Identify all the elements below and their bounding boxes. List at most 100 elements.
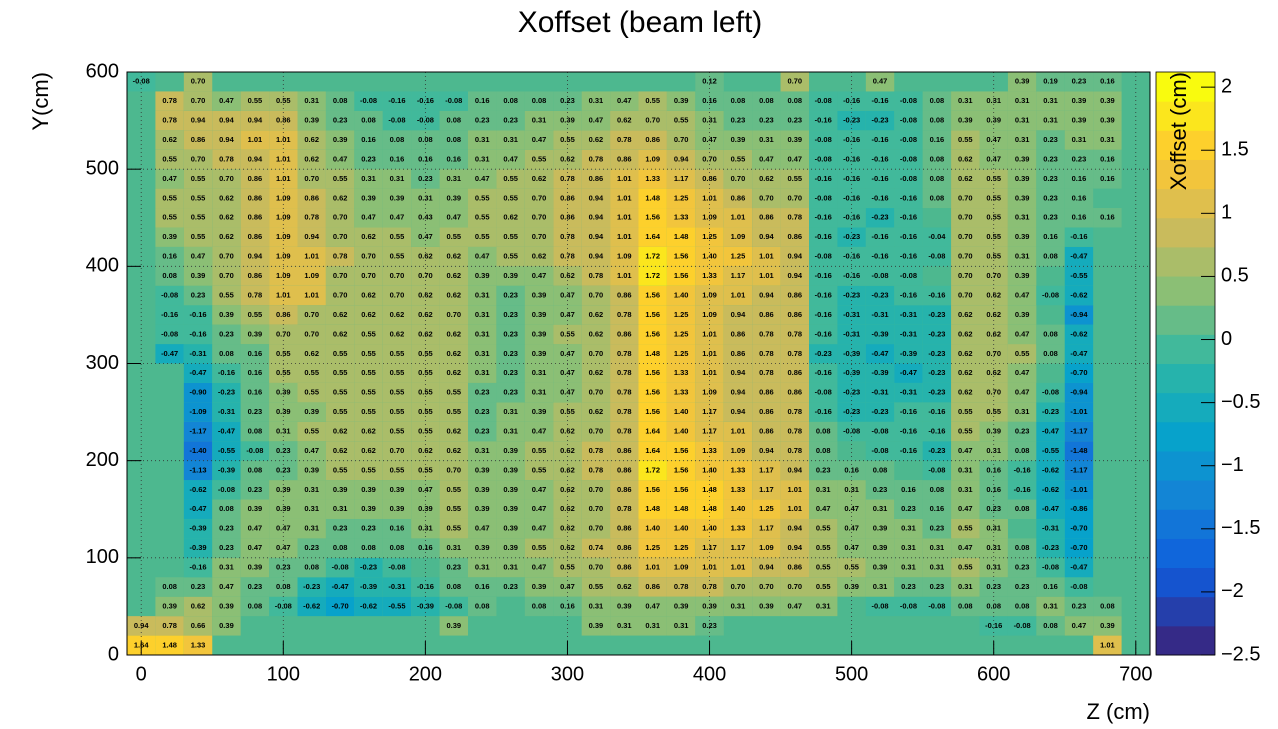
- heatmap-cell: [212, 110, 241, 131]
- cell-label: -0.55: [388, 601, 405, 610]
- heatmap-cell: [780, 246, 809, 267]
- heatmap-cell: [610, 188, 639, 209]
- heatmap-cell: [638, 285, 667, 306]
- heatmap-cell: [496, 480, 525, 500]
- heatmap-cell: [809, 363, 838, 383]
- heatmap-cell: [666, 460, 696, 481]
- cell-label: -0.16: [843, 193, 860, 202]
- cell-label: 0.16: [361, 135, 376, 144]
- heatmap-cell: [581, 402, 611, 422]
- cell-label: 1.25: [674, 193, 689, 202]
- heatmap-cell: [894, 91, 923, 111]
- heatmap-cell: [524, 538, 554, 558]
- heatmap-cell: [524, 363, 554, 383]
- heatmap-cell: [240, 305, 270, 325]
- heatmap-cell: [468, 91, 497, 111]
- heatmap-cell: [723, 577, 753, 597]
- cell-label: 0.62: [589, 310, 604, 319]
- cell-label: 0.23: [702, 621, 717, 630]
- heatmap-cell: [922, 499, 952, 519]
- heatmap-cell: [155, 596, 184, 617]
- cell-label: 0.47: [958, 504, 973, 513]
- cell-label: 0.31: [986, 446, 1001, 455]
- heatmap-cell: [269, 227, 298, 247]
- heatmap-cell: [922, 110, 952, 131]
- heatmap-cell: [666, 577, 696, 597]
- cell-label: 0.23: [930, 582, 945, 591]
- heatmap-cell: [894, 480, 923, 500]
- cell-label: 0.62: [219, 232, 234, 241]
- colorbar-band: [1156, 596, 1215, 627]
- cell-label: -0.90: [189, 388, 206, 397]
- heatmap-cell: [468, 344, 497, 364]
- heatmap-cell: [155, 110, 184, 131]
- cell-label: 0.23: [191, 290, 206, 299]
- cell-label: 0.39: [475, 543, 490, 552]
- heatmap-cell: [723, 246, 753, 267]
- chart-title: Xoffset (beam left): [518, 6, 763, 39]
- cell-label: -0.70: [1070, 524, 1087, 533]
- heatmap-cell: [1007, 557, 1037, 578]
- cell-label: 1.56: [674, 465, 689, 474]
- colorbar-band: [1156, 334, 1215, 364]
- cell-label: 0.62: [958, 368, 973, 377]
- heatmap-cell: [325, 110, 355, 131]
- cell-label: 0.55: [162, 193, 177, 202]
- heatmap-cell: [439, 480, 468, 500]
- heatmap-cell: [610, 169, 639, 189]
- heatmap-cell: [809, 246, 838, 267]
- cell-label: -0.16: [815, 329, 832, 338]
- heatmap-cell: [411, 227, 440, 247]
- cell-label: 0.86: [759, 310, 774, 319]
- heatmap-cell: [581, 480, 611, 500]
- heatmap-cell: [894, 285, 923, 306]
- y-tick-label: 400: [86, 255, 119, 277]
- heatmap-cell: [155, 577, 184, 597]
- heatmap-cell: [1064, 130, 1094, 150]
- heatmap-cell: [1007, 91, 1037, 111]
- cell-label: -0.16: [417, 582, 434, 591]
- heatmap-cell: [610, 227, 639, 247]
- heatmap-cell: [1007, 285, 1037, 306]
- heatmap-cell: [439, 266, 468, 286]
- heatmap-cell: [468, 460, 497, 481]
- cell-label: 0.94: [304, 232, 319, 241]
- heatmap-cell: [269, 91, 298, 111]
- cell-label: 0.78: [589, 465, 604, 474]
- cell-label: 0.31: [901, 524, 916, 533]
- heatmap-cell: [183, 421, 213, 442]
- heatmap-cell: [723, 596, 753, 617]
- cell-label: 0.08: [1015, 504, 1030, 513]
- cell-label: 0.47: [986, 135, 1001, 144]
- cell-label: 0.55: [333, 388, 348, 397]
- cell-label: 0.94: [787, 252, 802, 261]
- cell-label: 0.23: [248, 582, 263, 591]
- heatmap-cell: [1064, 149, 1094, 170]
- cell-label: 0.62: [162, 135, 177, 144]
- heatmap-cell: [894, 538, 923, 558]
- heatmap-cell: [723, 402, 753, 422]
- heatmap-cell: [155, 91, 184, 111]
- heatmap-cell: [809, 596, 838, 617]
- heatmap-cell: [610, 596, 639, 617]
- heatmap-cell: [496, 130, 525, 150]
- heatmap-cell: [297, 402, 326, 422]
- heatmap-cell: [411, 285, 440, 306]
- heatmap-cell: [1064, 208, 1094, 228]
- cell-label: 0.62: [532, 252, 547, 261]
- heatmap-cell: [1007, 577, 1037, 597]
- cell-label: 0.55: [446, 485, 461, 494]
- heatmap-cell: [325, 441, 355, 461]
- cell-label: 0.23: [873, 485, 888, 494]
- cell-label: 0.86: [304, 193, 319, 202]
- cell-label: 0.70: [446, 310, 461, 319]
- heatmap-cell: [1093, 208, 1122, 228]
- cell-label: 0.55: [532, 446, 547, 455]
- heatmap-cell: [1064, 344, 1094, 364]
- cell-label: 0.55: [418, 427, 433, 436]
- cell-label: 1.09: [276, 193, 291, 202]
- heatmap-cell: [610, 324, 639, 345]
- heatmap-cell: [695, 557, 724, 578]
- cell-label: 0.62: [446, 349, 461, 358]
- cell-label: -0.23: [1042, 543, 1059, 552]
